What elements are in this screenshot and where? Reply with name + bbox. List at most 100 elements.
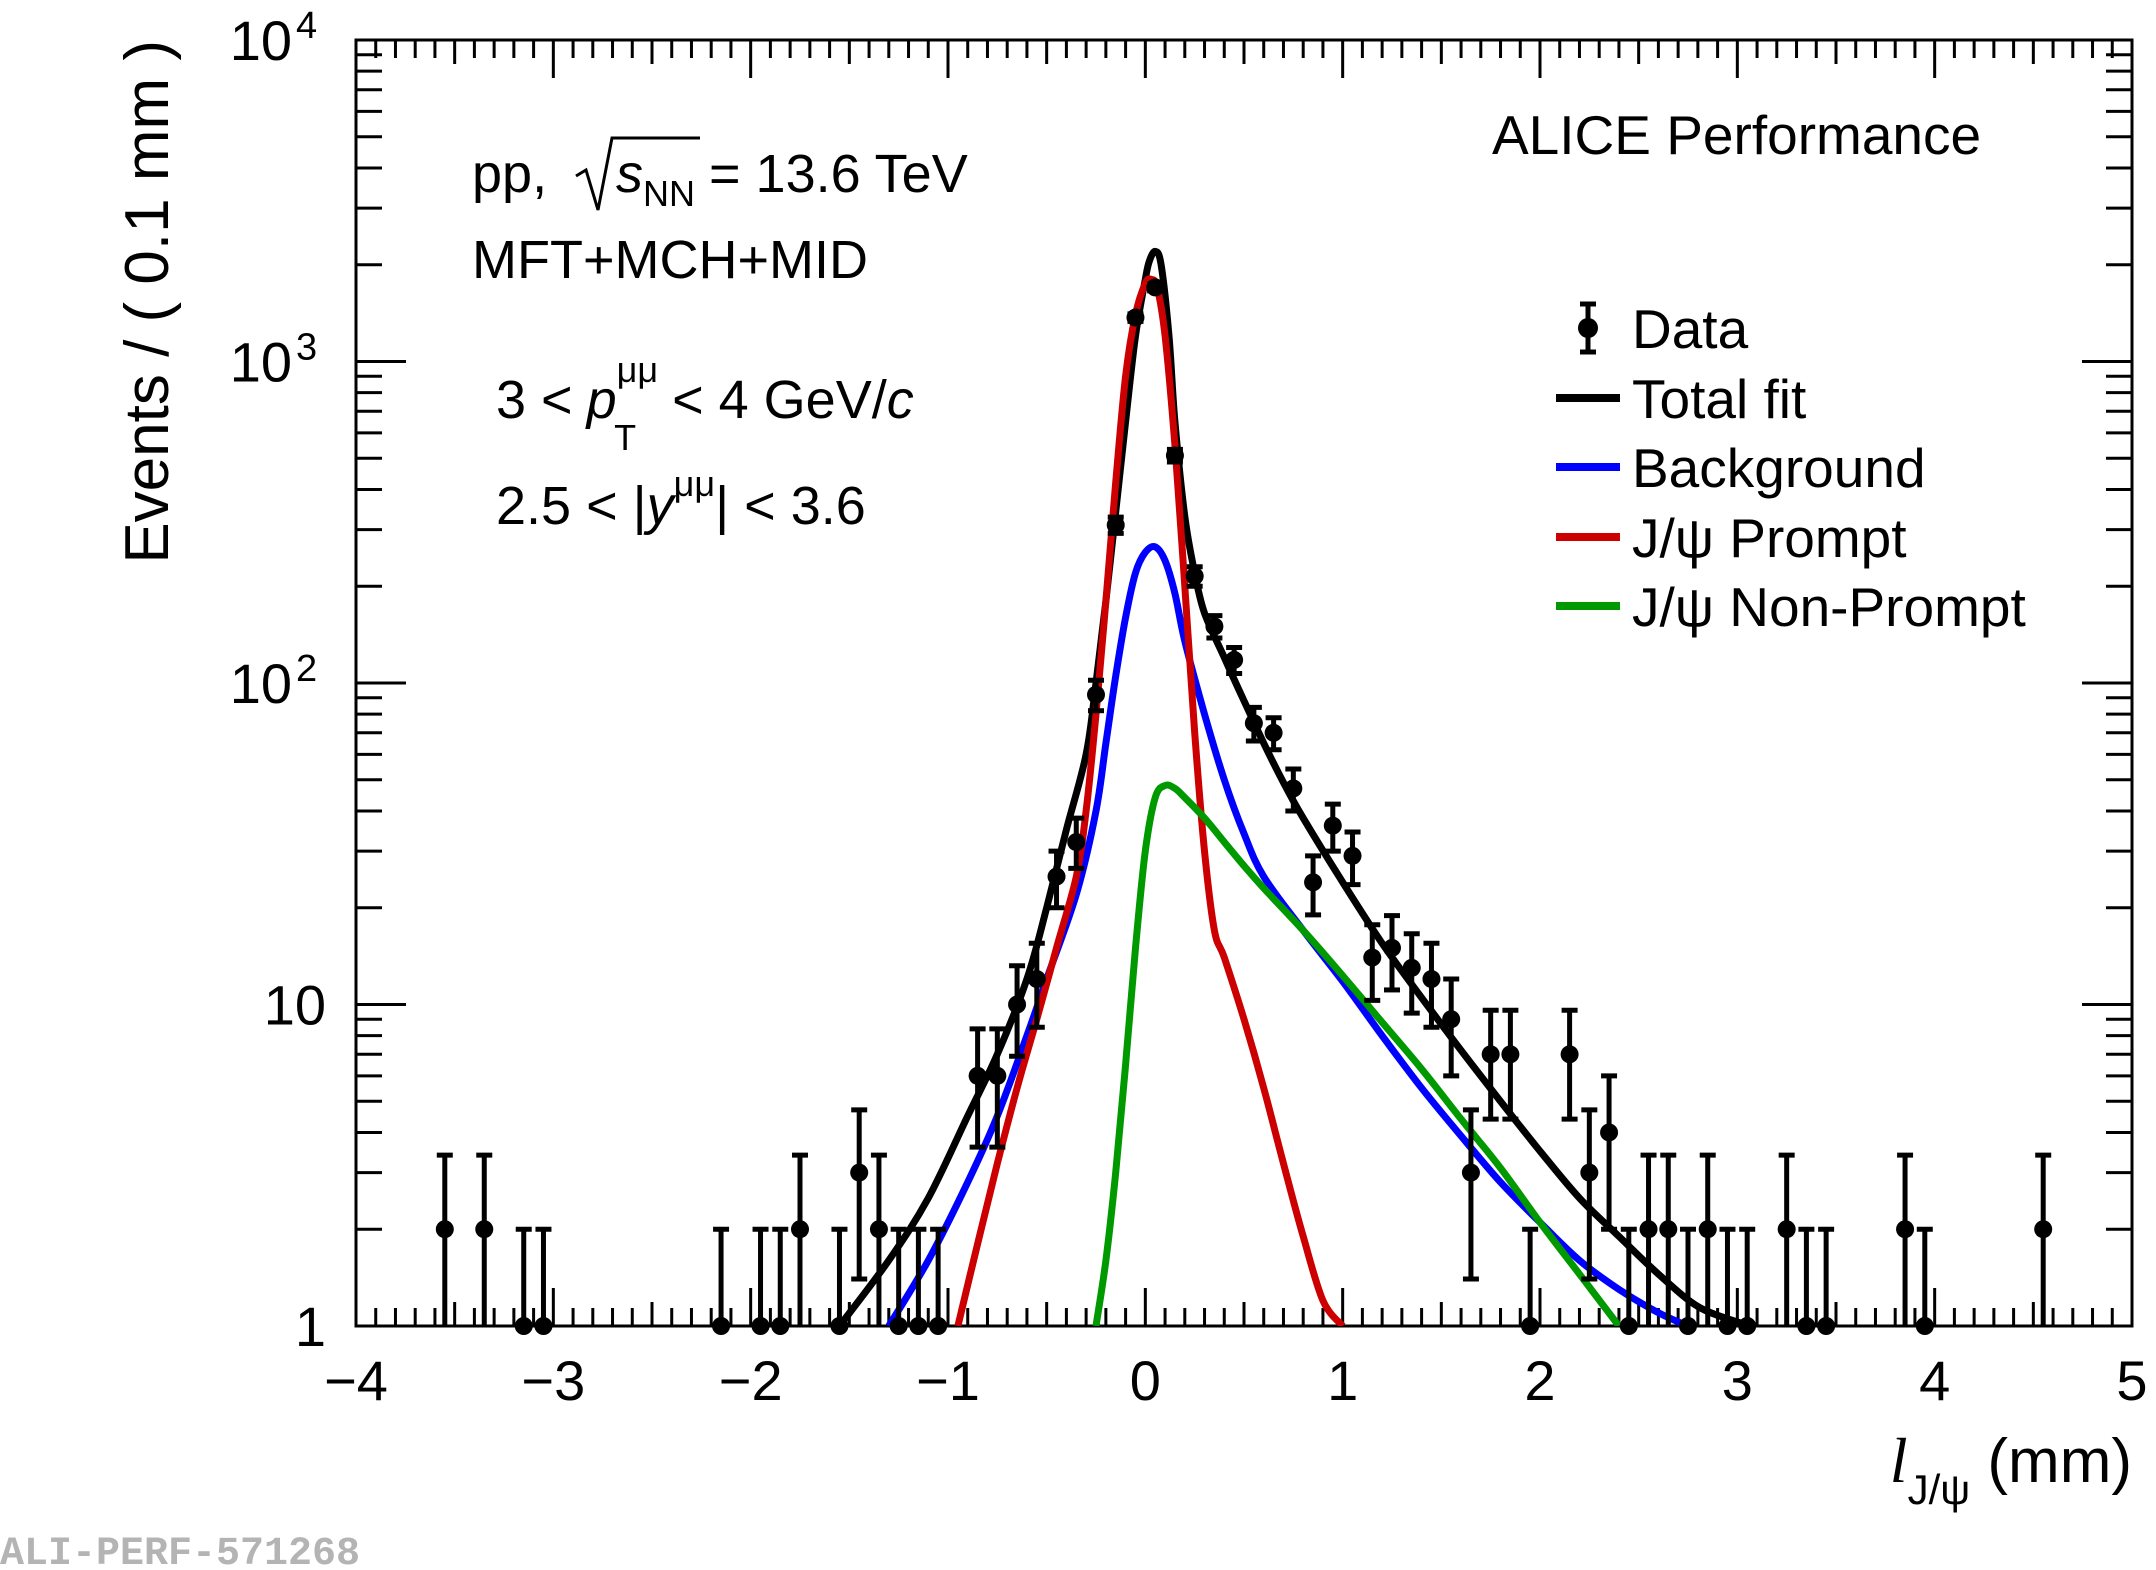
energy-value: = 13.6 TeV	[709, 144, 968, 204]
data-point	[1777, 1152, 1796, 1326]
data-point	[1619, 1226, 1638, 1335]
pt-range-label: 3 < pμμ T < 4 GeV/c	[496, 349, 914, 458]
pt-low: 3 <	[496, 370, 573, 430]
data-marker	[712, 1317, 731, 1335]
data-point	[909, 1226, 928, 1335]
data-marker	[1185, 567, 1204, 586]
data-marker	[1027, 970, 1046, 989]
data-point	[1422, 940, 1441, 1030]
energy-var: s	[616, 144, 643, 204]
data-marker	[909, 1317, 928, 1335]
sqrt-sign	[575, 136, 700, 211]
x-tick-label: −2	[719, 1349, 783, 1412]
data-marker	[1461, 1163, 1480, 1182]
data-point	[1718, 1226, 1737, 1335]
data-marker	[1323, 816, 1342, 835]
y-tick-label: 10	[230, 652, 292, 715]
energy-label: pp,	[472, 144, 547, 204]
data-marker	[1817, 1317, 1836, 1335]
chart-title: ALICE Performance	[1492, 104, 1981, 166]
data-marker	[514, 1317, 533, 1335]
data-point	[889, 1226, 908, 1335]
data-point	[1659, 1152, 1678, 1326]
energy-formula: sNN = 13.6 TeV	[616, 144, 968, 214]
legend-item-data: Data	[1578, 298, 1749, 360]
data-marker	[1777, 1220, 1796, 1239]
data-point	[1521, 1226, 1540, 1335]
y-sup: μμ	[674, 463, 715, 504]
data-point	[1679, 1226, 1697, 1335]
data-point	[850, 1107, 869, 1282]
x-tick-label: 1	[1327, 1349, 1358, 1412]
data-point	[534, 1226, 553, 1335]
data-marker	[988, 1066, 1007, 1085]
data-point	[1896, 1152, 1915, 1326]
x-tick-label: 4	[1919, 1349, 1950, 1412]
legend-label: Total fit	[1632, 368, 1806, 430]
data-marker	[1659, 1220, 1678, 1239]
data-marker	[1718, 1317, 1737, 1335]
data-marker	[1501, 1045, 1520, 1064]
data-marker	[850, 1163, 869, 1182]
data-point	[771, 1226, 790, 1335]
data-point	[1797, 1226, 1816, 1335]
pt-unit: c	[887, 370, 914, 430]
data-marker	[1383, 938, 1401, 957]
data-marker	[1343, 846, 1362, 865]
series-line-j-non-prompt	[1092, 781, 1622, 1326]
data-point	[1264, 715, 1283, 753]
detectors-label: MFT+MCH+MID	[472, 230, 868, 290]
legend-item-j-prompt: J/ψ Prompt	[1556, 507, 1907, 569]
data-point	[1698, 1152, 1717, 1326]
data-marker	[1639, 1220, 1658, 1239]
data-point	[1106, 514, 1125, 536]
y-tick-exponent: 3	[296, 327, 317, 369]
data-marker	[929, 1317, 948, 1335]
data-marker	[751, 1317, 770, 1335]
y-tick-label: 10	[264, 974, 326, 1037]
data-marker	[1304, 873, 1323, 892]
y-var: y	[643, 476, 677, 536]
data-marker	[1422, 970, 1441, 989]
data-marker	[1738, 1317, 1757, 1335]
x-tick-labels: −4 −3 −2 −1 0 1 2 3 4 5	[324, 1349, 2148, 1412]
data-marker	[435, 1220, 454, 1239]
data-marker	[791, 1220, 809, 1239]
data-marker	[1284, 779, 1303, 798]
data-point	[830, 1226, 849, 1335]
data-marker	[1619, 1317, 1638, 1335]
x-axis-title-var: l	[1890, 1425, 1908, 1496]
legend-item-j-non-prompt: J/ψ Non-Prompt	[1556, 576, 2026, 638]
y-tick-exponent: 4	[296, 5, 317, 47]
data-point	[1205, 613, 1224, 641]
pt-sub: T	[614, 417, 636, 458]
data-marker	[889, 1317, 908, 1335]
data-marker	[1402, 958, 1421, 977]
data-marker	[1521, 1317, 1540, 1335]
data-marker	[1264, 723, 1283, 742]
data-marker	[2034, 1220, 2053, 1239]
data-point	[791, 1152, 809, 1326]
y-tick-label: 1	[295, 1295, 326, 1358]
data-point	[1402, 931, 1421, 1016]
data-marker	[1008, 995, 1027, 1014]
data-point	[1501, 1007, 1520, 1122]
y-tick-label: 10	[230, 9, 292, 72]
data-marker	[1146, 278, 1165, 297]
y-low: 2.5 < |	[496, 476, 647, 536]
data-marker	[1442, 1010, 1461, 1029]
data-point	[1087, 677, 1105, 714]
data-point	[435, 1152, 454, 1326]
energy-sub: NN	[643, 173, 695, 214]
annotations: pp, sNN = 13.6 TeV MFT+MCH+MID 3 < pμμ T< 4…	[472, 136, 968, 536]
data-marker	[1481, 1045, 1500, 1064]
data-point	[1008, 963, 1027, 1059]
data-point	[1284, 766, 1303, 814]
x-tick-label: −3	[521, 1349, 585, 1412]
data-marker	[475, 1220, 494, 1239]
data-marker	[1165, 446, 1184, 465]
legend-label: Background	[1632, 437, 1926, 499]
data-point	[1580, 1107, 1599, 1282]
x-tick-label: 3	[1722, 1349, 1753, 1412]
